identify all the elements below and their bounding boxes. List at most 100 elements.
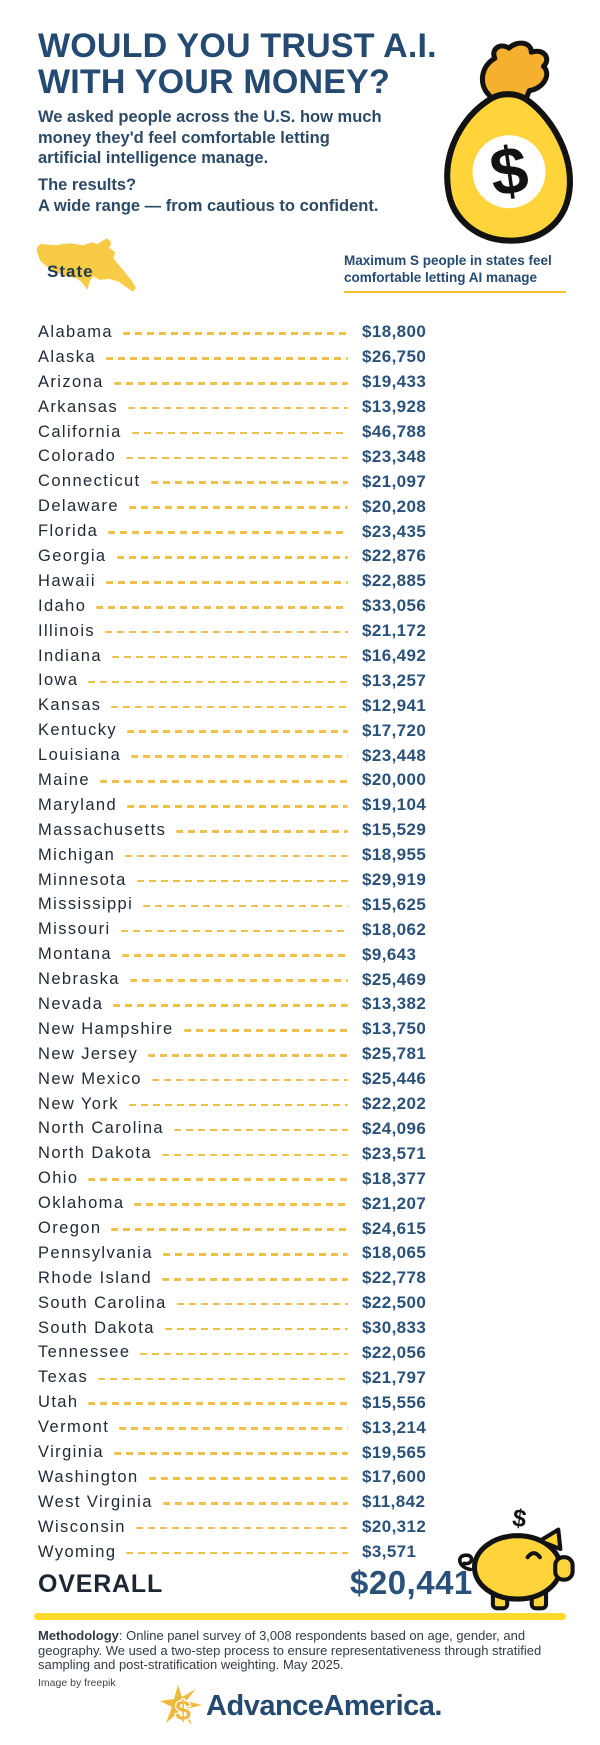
state-name: Illinois (38, 621, 96, 640)
state-value: $9,643 (362, 944, 417, 964)
state-value: $22,056 (362, 1342, 427, 1362)
table-row: Illinois $21,172 (38, 619, 490, 644)
table-row: Washington $17,600 (38, 1465, 490, 1490)
table-row: Iowa $13,257 (38, 668, 490, 693)
value-header-line-2: comfortable letting AI manage (344, 270, 538, 285)
state-value: $30,833 (362, 1318, 427, 1338)
table-row: Kentucky $17,720 (38, 718, 490, 743)
state-value: $13,382 (362, 994, 427, 1014)
state-value: $18,065 (362, 1243, 427, 1263)
dash-leader (120, 929, 348, 933)
table-row: Alabama $18,800 (38, 320, 490, 345)
state-name: Wyoming (38, 1542, 117, 1561)
logo-star-icon: $ (160, 1685, 203, 1727)
state-value: $22,885 (362, 571, 427, 591)
dash-leader (162, 1277, 348, 1281)
table-row: Kansas $12,941 (38, 693, 490, 718)
state-column-label: State (47, 262, 94, 281)
intro-line-3: artificial intelligence manage. (38, 149, 269, 167)
dash-leader (111, 655, 348, 659)
state-value: $23,448 (362, 745, 427, 765)
results-text: The results? A wide range — from cautiou… (38, 175, 458, 216)
table-row: Louisiana $23,448 (38, 743, 490, 768)
state-name: Alaska (38, 347, 96, 366)
state-value: $12,941 (362, 695, 427, 715)
state-value: $17,720 (362, 720, 427, 740)
page-title: WOULD YOU TRUST A.I. WITH YOUR MONEY? (38, 28, 468, 100)
state-value: $22,202 (362, 1094, 427, 1114)
state-name: Connecticut (38, 472, 141, 491)
dash-leader (134, 1203, 348, 1206)
state-value: $19,433 (362, 372, 427, 392)
intro-text: We asked people across the U.S. how much… (38, 107, 398, 169)
table-row: Idaho $33,056 (38, 594, 490, 619)
state-value: $23,435 (362, 521, 427, 541)
dash-leader (131, 431, 348, 435)
state-name: Delaware (38, 497, 119, 516)
dash-leader (148, 1053, 348, 1057)
state-value: $24,096 (362, 1118, 427, 1138)
table-row: Michigan $18,955 (38, 843, 490, 868)
money-bag-icon: $ (430, 40, 582, 252)
state-value: $20,208 (362, 496, 427, 516)
state-value: $11,842 (362, 1492, 426, 1512)
yellow-divider (34, 1613, 566, 1620)
table-row: West Virginia $11,842 (38, 1490, 490, 1515)
state-name: Texas (38, 1368, 89, 1387)
state-name: Ohio (38, 1169, 79, 1188)
state-value: $33,056 (362, 596, 427, 616)
dash-leader (98, 1377, 348, 1381)
state-name: West Virginia (38, 1492, 153, 1511)
state-value: $15,529 (362, 820, 427, 840)
dash-leader (127, 805, 348, 808)
dash-leader (108, 531, 348, 534)
dollar-sign-glyph: $ (511, 1505, 529, 1534)
table-row: Wyoming $3,571 (38, 1540, 490, 1565)
dash-leader (128, 1103, 348, 1107)
state-name: Rhode Island (38, 1268, 153, 1287)
dash-leader (99, 780, 348, 783)
table-row: North Dakota $23,571 (38, 1141, 490, 1166)
table-row: Hawaii $22,885 (38, 569, 490, 594)
table-row: South Dakota $30,833 (38, 1316, 490, 1341)
state-name: Georgia (38, 546, 107, 565)
dash-leader (162, 1153, 348, 1157)
state-name: Louisiana (38, 746, 122, 765)
state-name: Maine (38, 770, 90, 789)
footer-text: Methodology: Online panel survey of 3,00… (38, 1628, 568, 1689)
state-value: $23,348 (362, 446, 427, 466)
state-name: Colorado (38, 447, 117, 466)
table-row: New York $22,202 (38, 1092, 490, 1117)
table-row: Colorado $23,348 (38, 444, 490, 469)
table-row: Missouri $18,062 (38, 917, 490, 942)
table-row: Nevada $13,382 (38, 992, 490, 1017)
table-row: Nebraska $25,469 (38, 967, 490, 992)
state-name: Pennsylvania (38, 1243, 153, 1262)
state-value: $20,000 (362, 770, 427, 790)
state-name: Minnesota (38, 870, 127, 889)
table-row: Virginia $19,565 (38, 1440, 490, 1465)
table-row: Oregon $24,615 (38, 1216, 490, 1241)
state-name: Utah (38, 1393, 79, 1412)
overall-value: $20,441 (350, 1564, 473, 1601)
table-row: Vermont $13,214 (38, 1415, 490, 1440)
state-list: Alabama $18,800 Alaska $26,750 Arizona $19,43… (38, 320, 490, 1565)
state-name: New Hampshire (38, 1019, 174, 1038)
dash-leader (113, 1452, 348, 1455)
state-value: $18,377 (362, 1168, 427, 1188)
table-row: Florida $23,435 (38, 519, 490, 544)
table-row: New Hampshire $13,750 (38, 1017, 490, 1042)
dash-leader (162, 1502, 348, 1505)
state-value: $20,312 (362, 1517, 427, 1537)
state-name: Kansas (38, 696, 102, 715)
table-row: New Jersey $25,781 (38, 1042, 490, 1067)
state-name: New York (38, 1094, 119, 1113)
table-row: Mississippi $15,625 (38, 892, 490, 917)
state-name: Alabama (38, 322, 113, 341)
state-name: California (38, 422, 122, 441)
state-value: $18,062 (362, 919, 427, 939)
dash-leader (96, 605, 348, 609)
intro-line-1: We asked people across the U.S. how much (38, 108, 382, 126)
state-name: Oklahoma (38, 1194, 125, 1213)
